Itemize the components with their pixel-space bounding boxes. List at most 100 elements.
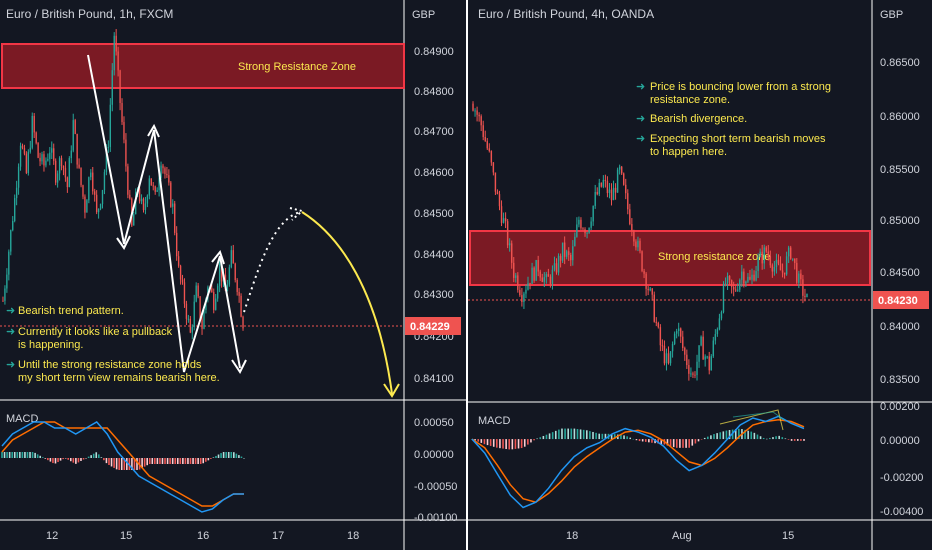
- candle-body: [714, 334, 717, 341]
- macd-histogram-bar: [16, 452, 19, 458]
- macd-histogram-bar: [131, 458, 133, 470]
- candle-body: [500, 206, 503, 223]
- candle-body: [54, 160, 57, 183]
- macd-histogram-bar: [194, 458, 197, 464]
- right-note-1-line-2: resistance zone.: [650, 94, 730, 106]
- note-bullet-icon: ➜: [6, 305, 15, 317]
- left-macd-axis: 0.00050 0.00000 -0.00050 -0.00100: [414, 417, 457, 524]
- candle-body: [669, 351, 672, 364]
- macd-histogram-bar: [558, 429, 560, 440]
- left-time-tick: 18: [347, 530, 359, 542]
- left-resistance-zone[interactable]: [1, 43, 405, 89]
- macd-histogram-bar: [235, 453, 238, 458]
- left-currency-label: GBP: [412, 9, 435, 21]
- candle-body: [582, 228, 584, 230]
- macd-histogram-bar: [660, 439, 663, 445]
- macd-histogram-bar: [539, 437, 542, 440]
- left-price-tick: 0.84100: [414, 373, 454, 385]
- macd-histogram-bar: [753, 432, 756, 440]
- right-last-price-badge: [873, 291, 929, 309]
- left-last-price-badge: [405, 317, 461, 335]
- candle-body: [17, 166, 20, 188]
- candle-body: [197, 285, 199, 297]
- candle-body: [545, 274, 548, 278]
- candle-body: [14, 198, 16, 221]
- macd-histogram-bar: [796, 439, 799, 441]
- macd-histogram-bar: [486, 439, 489, 446]
- candle-body: [759, 251, 761, 257]
- macd-histogram-bar: [610, 433, 613, 440]
- right-chart-panel: Euro / British Pound, 4h, OANDA GBP Stro…: [466, 0, 932, 550]
- macd-histogram-bar: [146, 458, 148, 466]
- macd-histogram-bar: [527, 439, 529, 445]
- candle-body: [622, 173, 625, 185]
- candle-body: [187, 318, 190, 320]
- candle-body: [531, 267, 533, 284]
- macd-histogram-bar: [148, 458, 151, 464]
- left-note-2-line-2: is happening.: [18, 339, 83, 351]
- macd-histogram-bar: [502, 439, 504, 449]
- macd-histogram-bar: [710, 435, 712, 440]
- candle-body: [6, 274, 8, 289]
- macd-histogram-bar: [8, 452, 11, 458]
- candle-body: [553, 263, 556, 270]
- candle-body: [164, 168, 166, 174]
- candle-body: [226, 284, 229, 291]
- candle-body: [70, 150, 72, 159]
- right-note-3-line-2: to happen here.: [650, 146, 727, 158]
- macd-histogram-bar: [545, 434, 548, 440]
- note-bullet-icon: ➜: [636, 133, 645, 145]
- macd-histogram-bar: [551, 432, 554, 440]
- candle-body: [234, 263, 236, 281]
- candle-body: [211, 288, 213, 293]
- left-chart-svg[interactable]: Euro / British Pound, 1h, FXCM GBP Stron…: [0, 0, 466, 550]
- macd-histogram-bar: [554, 430, 557, 440]
- macd-histogram-bar: [759, 436, 762, 440]
- right-price-tick: 0.84500: [880, 267, 920, 279]
- macd-histogram-bar: [57, 458, 59, 463]
- candle-body: [185, 303, 188, 319]
- candle-body: [551, 269, 554, 284]
- right-notes: ➜ Price is bouncing lower from a strong …: [636, 81, 831, 158]
- candle-body: [97, 208, 100, 213]
- macd-histogram-bar: [80, 458, 82, 461]
- macd-histogram-bar: [669, 439, 672, 447]
- macd-histogram-bar: [225, 452, 227, 458]
- macd-histogram-bar: [682, 439, 684, 448]
- candle-body: [675, 331, 678, 334]
- right-chart-svg[interactable]: Euro / British Pound, 4h, OANDA GBP Stro…: [468, 0, 932, 550]
- candle-body: [2, 300, 4, 302]
- macd-histogram-bar: [120, 458, 123, 470]
- candle-body: [753, 274, 755, 281]
- candle-body: [215, 298, 217, 310]
- candle-body: [696, 361, 698, 376]
- candle-body: [598, 182, 600, 195]
- candle-body: [488, 148, 491, 152]
- macd-histogram-bar: [477, 439, 480, 442]
- candle-body: [508, 243, 511, 246]
- candle-body: [606, 181, 609, 194]
- candle-body: [156, 190, 158, 192]
- macd-histogram-bar: [6, 452, 8, 458]
- macd-histogram-bar: [141, 458, 143, 469]
- candle-body: [580, 219, 582, 229]
- macd-histogram-bar: [632, 438, 635, 440]
- candle-body: [539, 271, 541, 278]
- candle-body: [600, 182, 603, 187]
- left-zigzag-arrowhead-down: [231, 359, 247, 374]
- left-zigzag-arrowhead-up: [211, 249, 225, 265]
- candle-body: [41, 154, 43, 162]
- candle-body: [565, 251, 568, 257]
- candle-body: [27, 151, 30, 173]
- macd-histogram-bar: [230, 452, 233, 458]
- candle-body: [720, 312, 723, 319]
- macd-histogram-bar: [635, 439, 638, 441]
- left-time-axis: 12 15 16 17 18: [46, 530, 359, 542]
- left-macd-tick: -0.00100: [414, 512, 457, 524]
- candle-body: [242, 316, 244, 329]
- macd-histogram-bar: [511, 439, 514, 450]
- macd-histogram-bar: [202, 458, 205, 464]
- candle-body: [498, 194, 501, 207]
- right-time-tick: 18: [566, 530, 578, 542]
- macd-histogram-bar: [222, 452, 225, 458]
